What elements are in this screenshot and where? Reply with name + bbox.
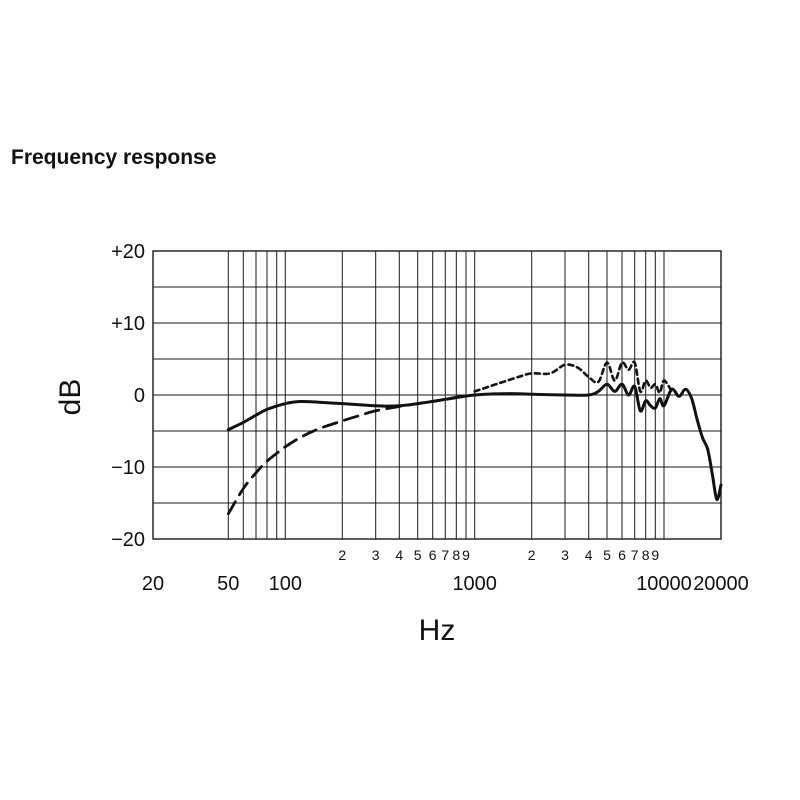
y-axis-ticks: +20 +10 0 −10 −20	[111, 241, 145, 551]
x-minor-tick-label: 9	[651, 547, 659, 563]
x-tick-label: 1000	[452, 573, 497, 595]
y-tick-label: −20	[111, 529, 145, 551]
x-tick-label: 50	[217, 573, 239, 595]
curve-dashed	[226, 393, 477, 516]
x-minor-tick-label: 9	[462, 547, 470, 563]
x-minor-tick-label: 8	[452, 547, 460, 563]
y-tick-label: +20	[111, 241, 145, 263]
curve-dotted	[473, 360, 674, 395]
y-tick-label: 0	[134, 385, 145, 407]
x-tick-label: 100	[269, 573, 302, 595]
x-minor-tick-label: 5	[414, 547, 422, 563]
y-tick-label: −10	[111, 457, 145, 479]
x-minor-tick-label: 3	[561, 547, 569, 563]
chart-title: Frequency response	[11, 146, 217, 169]
x-tick-label: 20	[142, 573, 164, 595]
x-tick-label: 10000	[636, 573, 692, 595]
x-axis-label: Hz	[419, 614, 456, 647]
x-minor-tick-label: 4	[395, 547, 403, 563]
x-minor-tick-label: 5	[603, 547, 611, 563]
y-tick-label: +10	[111, 313, 145, 335]
curves	[226, 360, 723, 516]
x-minor-tick-label: 4	[585, 547, 593, 563]
plot-frame	[152, 250, 722, 540]
x-tick-label: 20000	[693, 573, 749, 595]
x-minor-tick-label: 8	[642, 547, 650, 563]
x-minor-tick-label: 7	[441, 547, 449, 563]
y-axis-label: dB	[54, 379, 87, 416]
x-minor-tick-label: 6	[618, 547, 626, 563]
x-minor-tick-label: 2	[338, 547, 346, 563]
x-minor-tick-label: 6	[429, 547, 437, 563]
x-minor-tick-label: 7	[631, 547, 639, 563]
x-minor-tick-label: 2	[528, 547, 536, 563]
grid	[153, 251, 722, 539]
x-minor-tick-label: 3	[372, 547, 380, 563]
curve-solid	[226, 382, 723, 501]
